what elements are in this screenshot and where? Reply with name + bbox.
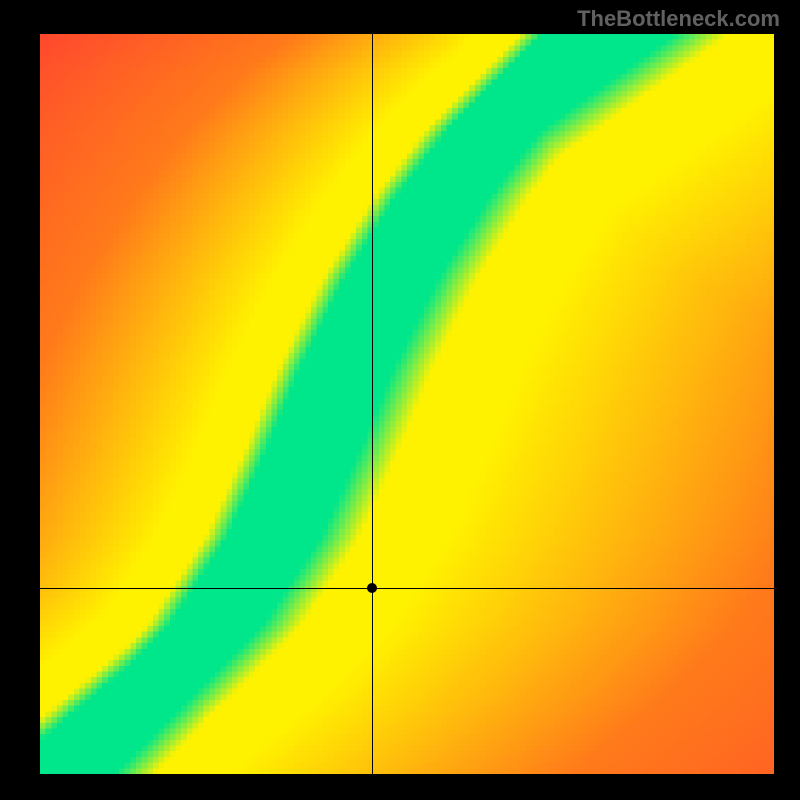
crosshair-vertical	[372, 34, 373, 774]
crosshair-point	[367, 583, 377, 593]
crosshair-horizontal	[40, 588, 774, 589]
bottleneck-heatmap	[40, 34, 774, 774]
chart-container: TheBottleneck.com	[0, 0, 800, 800]
watermark-text: TheBottleneck.com	[577, 6, 780, 32]
